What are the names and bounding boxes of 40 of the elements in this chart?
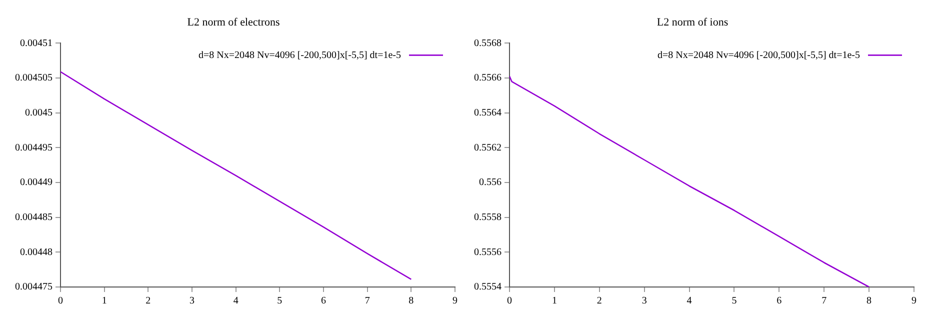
y-tick-label: 0.5564 — [474, 107, 502, 118]
y-tick-label: 0.5556 — [474, 246, 502, 258]
x-tick-label: 2 — [146, 296, 151, 307]
x-tick-label: 3 — [642, 296, 647, 307]
chart-title: L2 norm of ions — [656, 16, 728, 28]
y-tick-label: 0.0045 — [25, 107, 52, 118]
x-tick-label: 3 — [190, 296, 194, 307]
x-tick-label: 5 — [277, 296, 282, 307]
y-tick-label: 0.004475 — [15, 282, 52, 293]
legend-label: d=8 Nx=2048 Nv=4096 [-200,500]x[-5,5] dt=1e-5 — [198, 50, 401, 61]
x-tick-label: 1 — [552, 296, 557, 307]
x-tick-label: 8 — [866, 296, 872, 307]
y-tick-label: 0.004485 — [15, 212, 52, 223]
y-tick-label: 0.5568 — [474, 38, 502, 49]
x-tick-label: 7 — [364, 296, 370, 307]
y-tick-label: 0.5562 — [474, 142, 502, 154]
x-tick-label: 2 — [596, 296, 602, 307]
x-tick-label: 8 — [408, 296, 414, 307]
y-tick-label: 0.5554 — [474, 282, 502, 293]
x-tick-label: 7 — [822, 296, 827, 307]
y-tick-label: 0.004495 — [15, 142, 52, 154]
x-tick-label: 0 — [507, 296, 512, 307]
y-tick-label: 0.00449 — [20, 177, 52, 188]
x-tick-label: 1 — [102, 296, 107, 307]
y-tick-label: 0.5566 — [474, 72, 502, 84]
x-tick-label: 0 — [58, 296, 63, 307]
x-tick-label: 9 — [912, 296, 916, 307]
y-tick-label: 0.004505 — [15, 72, 52, 84]
y-tick-label: 0.00451 — [20, 38, 52, 49]
y-tick-label: 0.5558 — [474, 212, 502, 223]
x-tick-label: 9 — [452, 296, 458, 307]
chart-title: L2 norm of electrons — [187, 16, 280, 28]
x-tick-label: 4 — [233, 296, 238, 307]
y-tick-label: 0.00448 — [20, 246, 52, 258]
legend-label: d=8 Nx=2048 Nv=4096 [-200,500]x[-5,5] dt=1e-5 — [657, 50, 860, 61]
x-tick-label: 6 — [321, 296, 326, 307]
x-tick-label: 4 — [686, 296, 692, 307]
x-tick-label: 6 — [776, 296, 782, 307]
x-tick-label: 5 — [732, 296, 737, 307]
y-tick-label: 0.556 — [479, 177, 502, 188]
